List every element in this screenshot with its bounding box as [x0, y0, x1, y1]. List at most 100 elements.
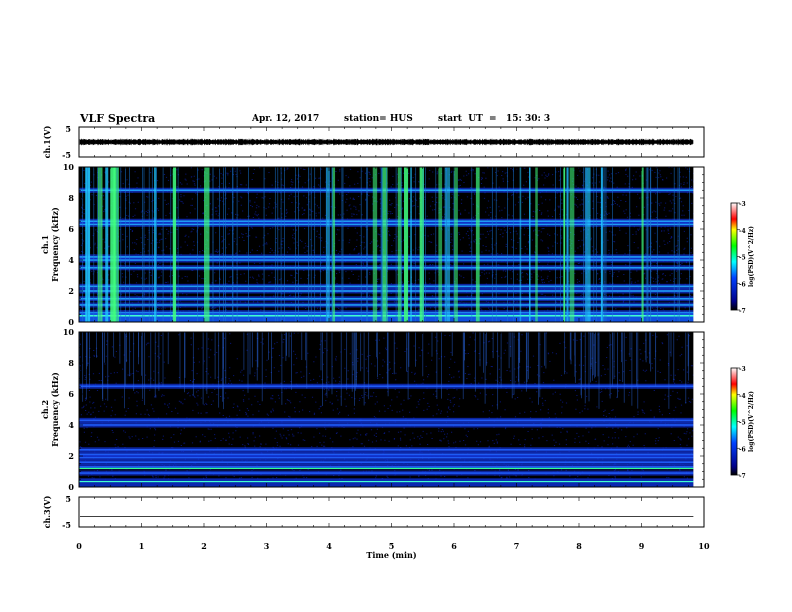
frequency-axis-label: Frequency (kHz): [50, 372, 60, 447]
emission-band-core: [79, 461, 694, 463]
frequency-axis-label: Frequency (kHz): [50, 207, 60, 282]
sferic-burst: [641, 167, 644, 322]
sferic-burst: [444, 167, 451, 322]
sferic-burst: [110, 167, 116, 322]
start-time-label: start UT = 15: 30: 3: [438, 114, 551, 124]
ytick-label: 0: [68, 482, 74, 492]
xtick-label: 6: [451, 541, 457, 551]
ch1-waveform-trace: [79, 138, 694, 146]
colorbar-label: log(PSD)(V^2/Hz): [748, 226, 755, 287]
sferic-burst: [566, 167, 569, 322]
ytick-label: 6: [68, 224, 74, 234]
sferic-burst: [404, 167, 409, 322]
sferic-burst: [382, 167, 388, 322]
sferic-burst: [372, 167, 378, 322]
channel-label: ch.1: [40, 235, 50, 254]
colorbar: [730, 202, 738, 311]
xtick-label: 8: [576, 541, 582, 551]
sferic-burst: [113, 167, 119, 322]
ytick-label: 2: [68, 286, 74, 296]
xtick-label: 1: [139, 541, 145, 551]
narrowband-line: [79, 480, 694, 483]
emission-band-core: [79, 456, 694, 459]
sferic-burst: [204, 167, 210, 322]
sferic-lines: [78, 332, 690, 410]
ch3-ylabel: ch.3(V): [42, 495, 52, 528]
xtick-label: 9: [639, 541, 645, 551]
sferic-burst: [475, 167, 480, 322]
ytick-label: 10: [63, 162, 75, 172]
colorbar-tick-label: -6: [739, 446, 746, 453]
date-label: Apr. 12, 2017: [252, 114, 320, 124]
sferic-burst: [172, 167, 177, 322]
emission-band-core: [79, 449, 694, 451]
sferic-burst: [85, 167, 91, 322]
low-freq-band: [79, 479, 694, 487]
xtick-label: 4: [326, 541, 332, 551]
ch3-waveform-panel: 5 -5 ch.3(V) 0 1 2 3 4 5 6 7 8 9 10 Time (min): [42, 494, 710, 560]
colorbar-tick-label: -4: [739, 228, 746, 235]
time-axis-label: Time (min): [366, 550, 416, 560]
xtick-label: 10: [698, 541, 710, 551]
sferic-burst: [419, 167, 425, 322]
sferic-burst: [563, 167, 566, 322]
colorbar: [730, 367, 738, 476]
colorbar-tick-label: -4: [739, 393, 746, 400]
xtick-label: 0: [76, 541, 82, 551]
ch1-ytick-label: 5: [65, 124, 71, 134]
emission-band-core: [79, 453, 694, 456]
spectrogram-background: [79, 167, 704, 322]
xtick-label: 2: [201, 541, 207, 551]
xtick-label: 3: [264, 541, 270, 551]
sferic-burst: [154, 167, 157, 322]
colorbar-tick-label: -6: [739, 281, 746, 288]
ytick-label: 8: [68, 358, 74, 368]
sferic-burst: [585, 167, 591, 322]
no-data-region: [693, 332, 704, 487]
ytick-label: 10: [63, 327, 75, 337]
sferic-lines: [82, 167, 690, 322]
colorbar-tick-label: -7: [739, 308, 746, 315]
ch1-waveform-panel: 5 -5 ch.1(V): [42, 124, 705, 160]
sferic-burst: [454, 167, 458, 322]
ytick-label: 4: [68, 420, 74, 430]
ytick-label: 0: [68, 317, 74, 327]
sferic-burst: [105, 167, 109, 322]
colorbar-tick-label: -5: [739, 420, 746, 427]
ch3-frame: [78, 496, 705, 528]
page-title: VLF Spectra: [80, 112, 156, 125]
emission-band-core: [79, 385, 694, 388]
ch1-ytick-label: -5: [62, 150, 71, 160]
sferic-burst: [410, 167, 412, 322]
colorbar-tick-label: -3: [739, 201, 746, 208]
narrowband-line: [79, 467, 694, 469]
sferic-burst: [569, 167, 575, 322]
sferic-burst: [519, 167, 522, 322]
sferic-burst: [529, 167, 531, 322]
colorbar-tick-label: -7: [739, 473, 746, 480]
ch3-ytick-label: 5: [65, 494, 71, 504]
sferic-burst: [600, 167, 604, 322]
station-label: station= HUS: [344, 114, 413, 124]
colorbar-tick-label: -3: [739, 366, 746, 373]
ytick-label: 6: [68, 389, 74, 399]
emission-band-core: [79, 419, 694, 422]
ch2-spectrogram-panel: 0 2 4 6 8 10 ch.2 Frequency (kHz) -3 -4 -5 -6 -7 log(…: [40, 327, 755, 492]
emission-band-core: [79, 472, 694, 474]
sferic-burst: [535, 167, 538, 322]
xtick-label: 5: [389, 541, 395, 551]
xtick-label: 7: [514, 541, 520, 551]
sferic-burst: [438, 167, 443, 322]
sferic-burst: [325, 167, 330, 322]
sferic-burst: [332, 167, 336, 322]
no-data-region: [693, 167, 704, 322]
channel-label: ch.2: [40, 400, 50, 419]
ytick-label: 4: [68, 255, 74, 265]
ch3-ytick-label: -5: [62, 520, 71, 530]
ytick-label: 2: [68, 451, 74, 461]
ytick-label: 8: [68, 193, 74, 203]
sferic-burst: [397, 167, 402, 322]
ch1-ylabel: ch.1(V): [42, 125, 52, 158]
ch1-spectrogram-panel: 0 2 4 6 8 10 ch.1 Frequency (kHz) -3 -4 -5 -6 -7 log(…: [40, 162, 755, 327]
